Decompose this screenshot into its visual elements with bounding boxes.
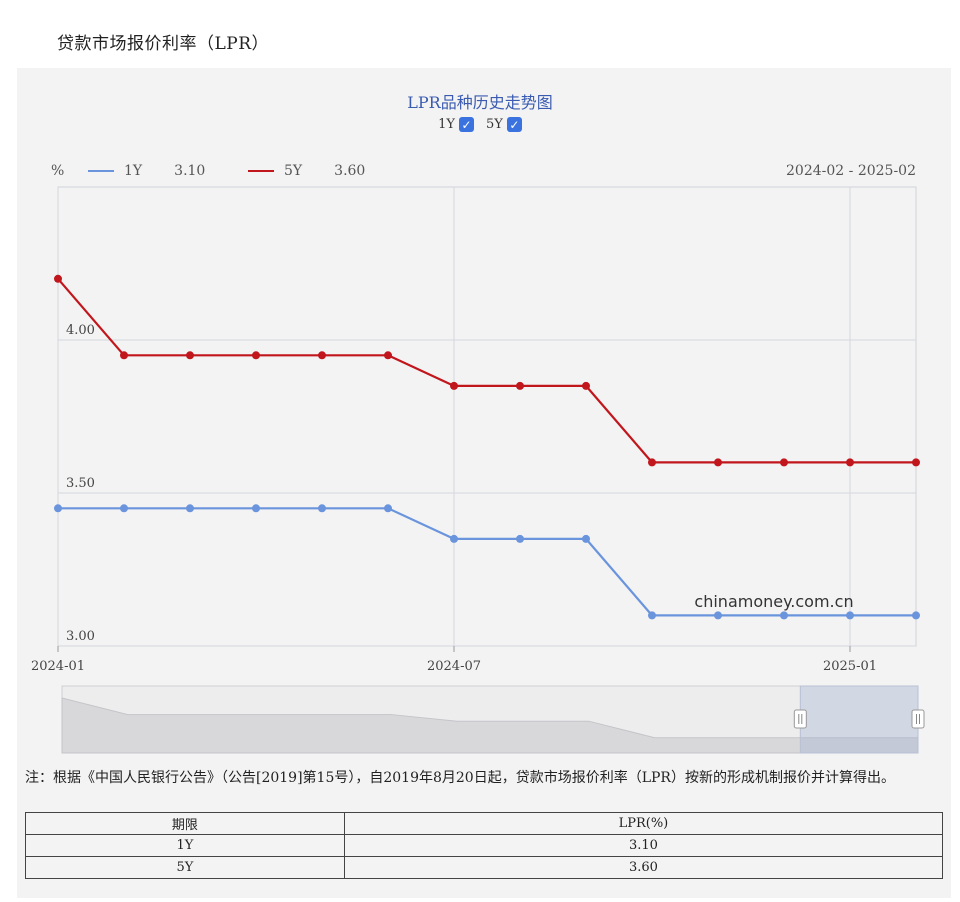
- data-point-5y: [120, 351, 128, 360]
- table-row: 1Y 3.10: [25, 834, 944, 857]
- toggle-5y[interactable]: 5Y ✓: [486, 117, 522, 132]
- page-title: 贷款市场报价利率（LPR）: [57, 34, 270, 54]
- range-handle-right[interactable]: [911, 709, 925, 729]
- data-point-5y: [846, 458, 854, 467]
- data-point-5y: [582, 381, 590, 390]
- watermark: chinamoney.com.cn: [694, 592, 853, 611]
- toggle-5y-label: 5Y: [486, 117, 503, 132]
- data-point-1y: [120, 504, 128, 513]
- data-point-5y: [450, 381, 458, 390]
- legend-swatch-1y: [88, 170, 114, 172]
- toggle-1y-label: 1Y: [438, 117, 455, 132]
- data-point-1y: [846, 611, 854, 620]
- date-range: 2024-02 - 2025-02: [786, 163, 916, 179]
- data-point-5y: [186, 351, 194, 360]
- legend-name-5y: 5Y: [284, 163, 303, 179]
- data-point-5y: [648, 458, 656, 467]
- lpr-table: 期限 LPR(%) 1Y 3.10 5Y 3.60: [25, 812, 944, 879]
- legend-value-1y: 3.10: [174, 163, 206, 179]
- legend-item-5y[interactable]: 5Y 3.60: [248, 163, 365, 179]
- footnote: 注：根据《中国人民银行公告》（公告[2019]第15号），自2019年8月20日…: [25, 770, 895, 786]
- data-point-5y: [318, 351, 326, 360]
- toggle-1y[interactable]: 1Y ✓: [438, 117, 474, 132]
- data-point-1y: [714, 611, 722, 620]
- legend-name-1y: 1Y: [124, 163, 143, 179]
- legend-item-1y[interactable]: 1Y 3.10: [88, 163, 205, 179]
- y-unit-label: %: [51, 163, 65, 179]
- data-point-1y: [450, 534, 458, 543]
- chart-title: LPR品种历史走势图: [407, 93, 553, 112]
- checkbox-checked-icon[interactable]: ✓: [506, 117, 522, 132]
- table-cell-rate: 3.10: [343, 834, 944, 857]
- data-point-1y: [912, 611, 920, 620]
- data-point-1y: [516, 534, 524, 543]
- range-slider-overview: [61, 697, 919, 754]
- data-point-1y: [252, 504, 260, 513]
- table-cell-term: 5Y: [25, 856, 345, 879]
- data-point-5y: [54, 274, 62, 283]
- y-tick-label: 3.50: [66, 476, 95, 491]
- data-point-1y: [54, 504, 62, 513]
- data-point-1y: [780, 611, 788, 620]
- table-row: 5Y 3.60: [25, 856, 944, 879]
- table-header-term: 期限: [25, 812, 345, 835]
- legend-swatch-5y: [248, 170, 274, 172]
- data-point-1y: [582, 534, 590, 543]
- y-tick-label: 4.00: [66, 323, 95, 338]
- data-point-5y: [912, 458, 920, 467]
- data-point-1y: [318, 504, 326, 513]
- checkbox-checked-icon[interactable]: ✓: [459, 117, 474, 132]
- table-cell-term: 1Y: [25, 834, 345, 857]
- data-point-1y: [186, 504, 194, 513]
- series-line-5y: [57, 278, 916, 464]
- data-point-1y: [384, 504, 392, 513]
- table-header-rate: LPR(%): [343, 812, 944, 835]
- x-tick-label: 2024-01: [31, 659, 85, 674]
- legend-value-5y: 3.60: [334, 163, 366, 179]
- range-handle-left[interactable]: [793, 709, 807, 729]
- x-tick-label: 2025-01: [823, 659, 877, 674]
- x-tick-label: 2024-07: [427, 659, 481, 674]
- data-point-5y: [780, 458, 788, 467]
- legend: % 1Y 3.10 5Y 3.60 2024-02 - 2025-02: [0, 163, 960, 183]
- table-cell-rate: 3.60: [343, 856, 944, 879]
- plot-area: [57, 186, 917, 647]
- data-point-1y: [648, 611, 656, 620]
- data-point-5y: [714, 458, 722, 467]
- series-line-1y: [58, 507, 916, 617]
- series-toggles: 1Y ✓ 5Y ✓: [0, 117, 960, 132]
- data-point-5y: [516, 381, 524, 390]
- table-header-row: 期限 LPR(%): [25, 812, 944, 835]
- y-tick-label: 3.00: [66, 629, 95, 644]
- data-point-5y: [384, 351, 392, 360]
- data-point-5y: [252, 351, 260, 360]
- range-slider-selection[interactable]: [799, 685, 919, 754]
